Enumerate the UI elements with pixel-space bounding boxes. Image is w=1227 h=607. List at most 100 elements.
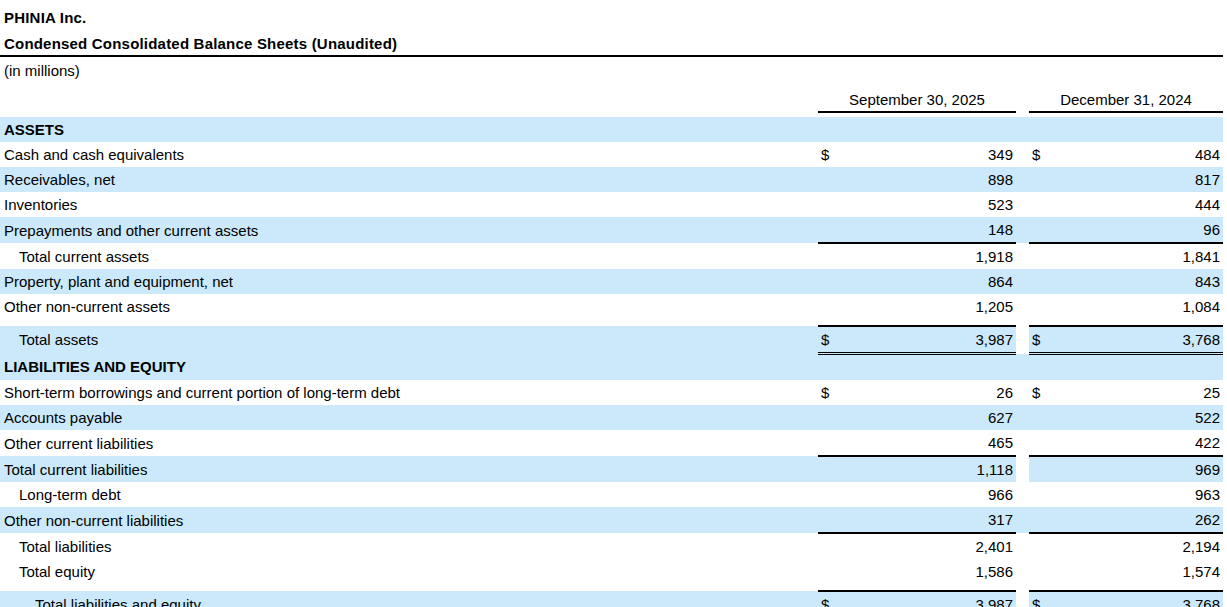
currency-symbol: $ [821,596,829,607]
row-label-cell: Other non-current liabilities [0,507,818,533]
value-text: 349 [988,146,1013,163]
value-text: 96 [1203,221,1220,238]
column-gap-cell [1016,243,1029,269]
value-cell: $3,768 [1029,591,1223,607]
column-gap-cell [1016,142,1029,167]
table-row: Other current liabilities465 422 [0,430,1223,456]
currency-symbol: $ [1032,331,1040,348]
value-cell: 2,194 [1029,533,1223,559]
value-wrap: 1,205 [818,294,1016,319]
spacer-row [0,584,1223,591]
value-cell [818,354,1016,381]
column-gap-cell [1016,559,1029,584]
value-cell: $3,987 [818,326,1016,354]
row-label-cell: Short-term borrowings and current portio… [0,380,818,405]
value-text: 25 [1203,384,1220,401]
value-text: 898 [988,171,1013,188]
column-gap-cell [1016,269,1029,294]
value-text: 1,586 [975,563,1013,580]
value-cell: 522 [1029,405,1223,430]
table-row: Total assets$3,987$3,768 [0,326,1223,354]
row-label-cell: ASSETS [0,117,818,142]
value-cell: 1,918 [818,243,1016,269]
value-cell: 1,586 [818,559,1016,584]
table-row: Inventories 523 444 [0,192,1223,217]
currency-symbol: $ [821,384,829,401]
row-label: Other non-current liabilities [0,512,183,529]
value-text: 969 [1195,461,1220,478]
value-cell: $3,987 [818,591,1016,607]
value-text: 1,574 [1182,563,1220,580]
table-row: Total current liabilities1,118969 [0,456,1223,482]
currency-symbol: $ [821,331,829,348]
row-label-cell: Other current liabilities [0,430,818,456]
value-text: 2,194 [1182,538,1220,555]
currency-symbol: $ [1032,146,1040,163]
table-row: Other non-current assets1,2051,084 [0,294,1223,319]
value-text: 3,987 [975,596,1013,607]
balance-sheet-table: September 30, 2025 December 31, 2024 ASS… [0,85,1223,607]
value-cell: 817 [1029,167,1223,192]
table-row: Total liabilities and equity $3,987 $3,768 [0,591,1223,607]
value-wrap: 898 [818,167,1016,192]
value-wrap: 969 [1029,457,1223,482]
table-row: Other non-current liabilities 317 262 [0,507,1223,533]
value-cell: 2,401 [818,533,1016,559]
value-wrap: 444 [1029,192,1223,217]
column-header-spacer [0,85,818,113]
value-text: 317 [988,511,1013,528]
row-label: Inventories [0,196,77,213]
row-label: Property, plant and equipment, net [0,273,233,290]
value-cell: 864 [818,269,1016,294]
column-gap-cell [1016,482,1029,507]
column-gap-cell [1016,507,1029,533]
spacer-cell [0,319,1223,326]
value-wrap: 963 [1029,482,1223,507]
row-label-cell: Inventories [0,192,818,217]
row-label-cell: Receivables, net [0,167,818,192]
value-text: 1,918 [975,248,1013,265]
value-wrap: 465 [818,430,1016,455]
value-wrap: 262 [1029,507,1223,532]
table-row: Accounts payable627522 [0,405,1223,430]
value-wrap: $3,987 [818,327,1016,352]
column-gap-cell [1016,456,1029,482]
value-cell: 1,574 [1029,559,1223,584]
value-text: 444 [1195,196,1220,213]
value-cell: $484 [1029,142,1223,167]
value-wrap: $349 [818,142,1016,167]
value-wrap: 422 [1029,430,1223,455]
column-gap-cell [1016,533,1029,559]
report-title: Condensed Consolidated Balance Sheets (U… [0,26,1223,57]
value-cell: $26 [818,380,1016,405]
value-text: 1,205 [975,298,1013,315]
value-wrap [818,117,1016,142]
value-cell: 627 [818,405,1016,430]
row-label: LIABILITIES AND EQUITY [0,358,186,375]
value-wrap: 966 [818,482,1016,507]
value-wrap: 1,586 [818,559,1016,584]
value-text: 3,768 [1182,331,1220,348]
table-row: ASSETS [0,117,1223,142]
column-header-period-1: September 30, 2025 [818,85,1016,113]
value-wrap [1029,117,1223,142]
value-wrap [818,355,1016,380]
value-cell: 963 [1029,482,1223,507]
value-text: 422 [1195,434,1220,451]
row-label: Total liabilities and equity [0,596,201,607]
value-wrap: 1,084 [1029,294,1223,319]
value-cell: 1,084 [1029,294,1223,319]
value-wrap: $484 [1029,142,1223,167]
value-cell: 843 [1029,269,1223,294]
value-wrap: 1,118 [818,457,1016,482]
value-wrap: 627 [818,405,1016,430]
column-gap-cell [1016,354,1029,381]
value-wrap: 523 [818,192,1016,217]
value-text: 522 [1195,409,1220,426]
column-header-period-2: December 31, 2024 [1029,85,1223,113]
value-wrap: 1,841 [1029,244,1223,269]
value-text: 148 [988,221,1013,238]
column-gap-cell [1016,294,1029,319]
row-label-cell: Total assets [0,326,818,354]
table-row: Total current assets1,9181,841 [0,243,1223,269]
